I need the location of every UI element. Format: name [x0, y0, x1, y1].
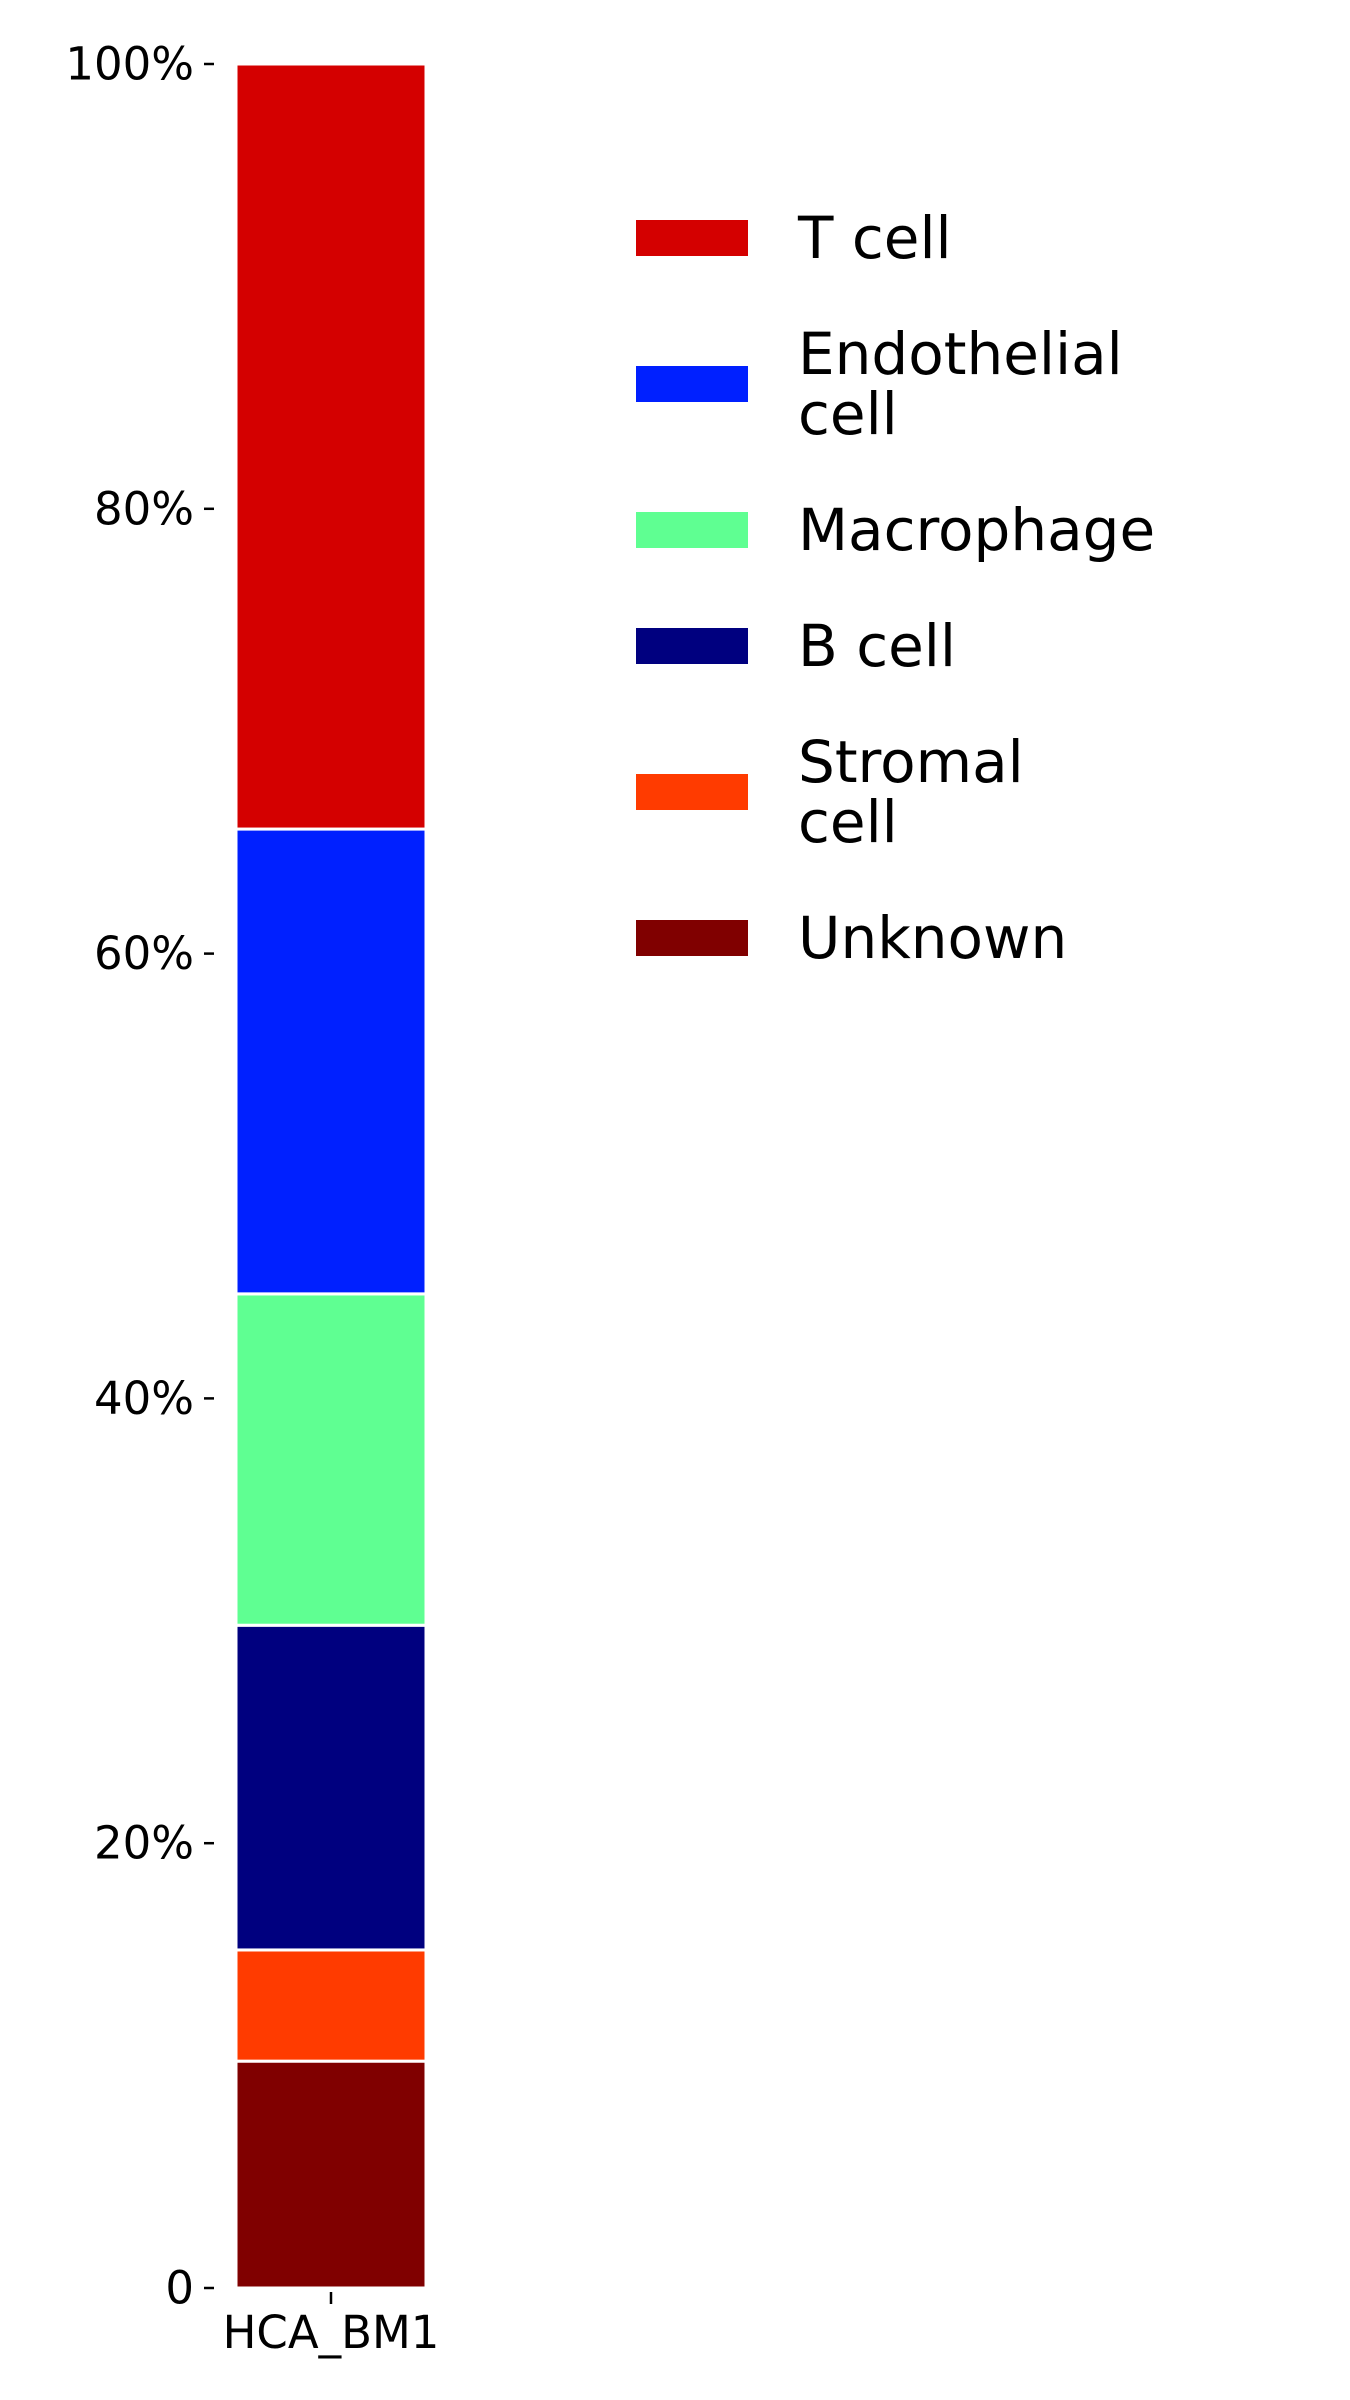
bar-segment-b-cell — [234, 1623, 428, 1952]
bar-segments — [234, 62, 428, 2290]
x-tick-label: HCA_BM1 — [223, 2306, 440, 2359]
legend-item-endothelial-cell: Endothelial cell — [636, 320, 1123, 448]
legend-item-b-cell: B cell — [636, 612, 956, 680]
y-tick-label: 0 — [165, 2262, 194, 2315]
plot-area: 0 20% 40% 60% 80% 100% HCA_BM1 — [65, 38, 439, 2360]
bar-segment-stromal-cell — [234, 1948, 428, 2063]
legend-item-macrophage: Macrophage — [636, 496, 1155, 564]
legend-item-stromal-cell: Stromal cell — [636, 728, 1024, 856]
legend-label: T cell — [797, 204, 952, 272]
legend-item-t-cell: T cell — [636, 204, 952, 272]
y-tick-label: 80% — [94, 482, 194, 535]
y-tick-label: 60% — [94, 927, 194, 980]
bar-segment-endothelial-cell — [234, 827, 428, 1296]
y-tick-label: 100% — [65, 38, 194, 91]
x-axis: HCA_BM1 — [223, 2292, 440, 2359]
bar-segment-t-cell — [234, 62, 428, 831]
y-tick-label: 20% — [94, 1817, 194, 1870]
legend-swatch — [636, 920, 748, 956]
legend-swatch — [636, 628, 748, 664]
legend: T cell Endothelial cell Macrophage B cell Str… — [636, 204, 1155, 972]
legend-item-unknown: Unknown — [636, 904, 1067, 972]
bar-segment-unknown — [234, 2059, 428, 2290]
legend-label: Unknown — [798, 904, 1067, 972]
y-axis: 0 20% 40% 60% 80% 100% — [65, 38, 214, 2315]
legend-swatch — [636, 220, 748, 256]
legend-swatch — [636, 774, 748, 810]
legend-swatch — [636, 366, 748, 402]
legend-label: B cell — [798, 612, 956, 680]
legend-label: Endothelial cell — [798, 320, 1123, 448]
y-tick-label: 40% — [94, 1372, 194, 1425]
legend-swatch — [636, 512, 748, 548]
bar-segment-macrophage — [234, 1292, 428, 1627]
legend-label: Stromal cell — [798, 728, 1024, 856]
legend-label: Macrophage — [798, 496, 1155, 564]
